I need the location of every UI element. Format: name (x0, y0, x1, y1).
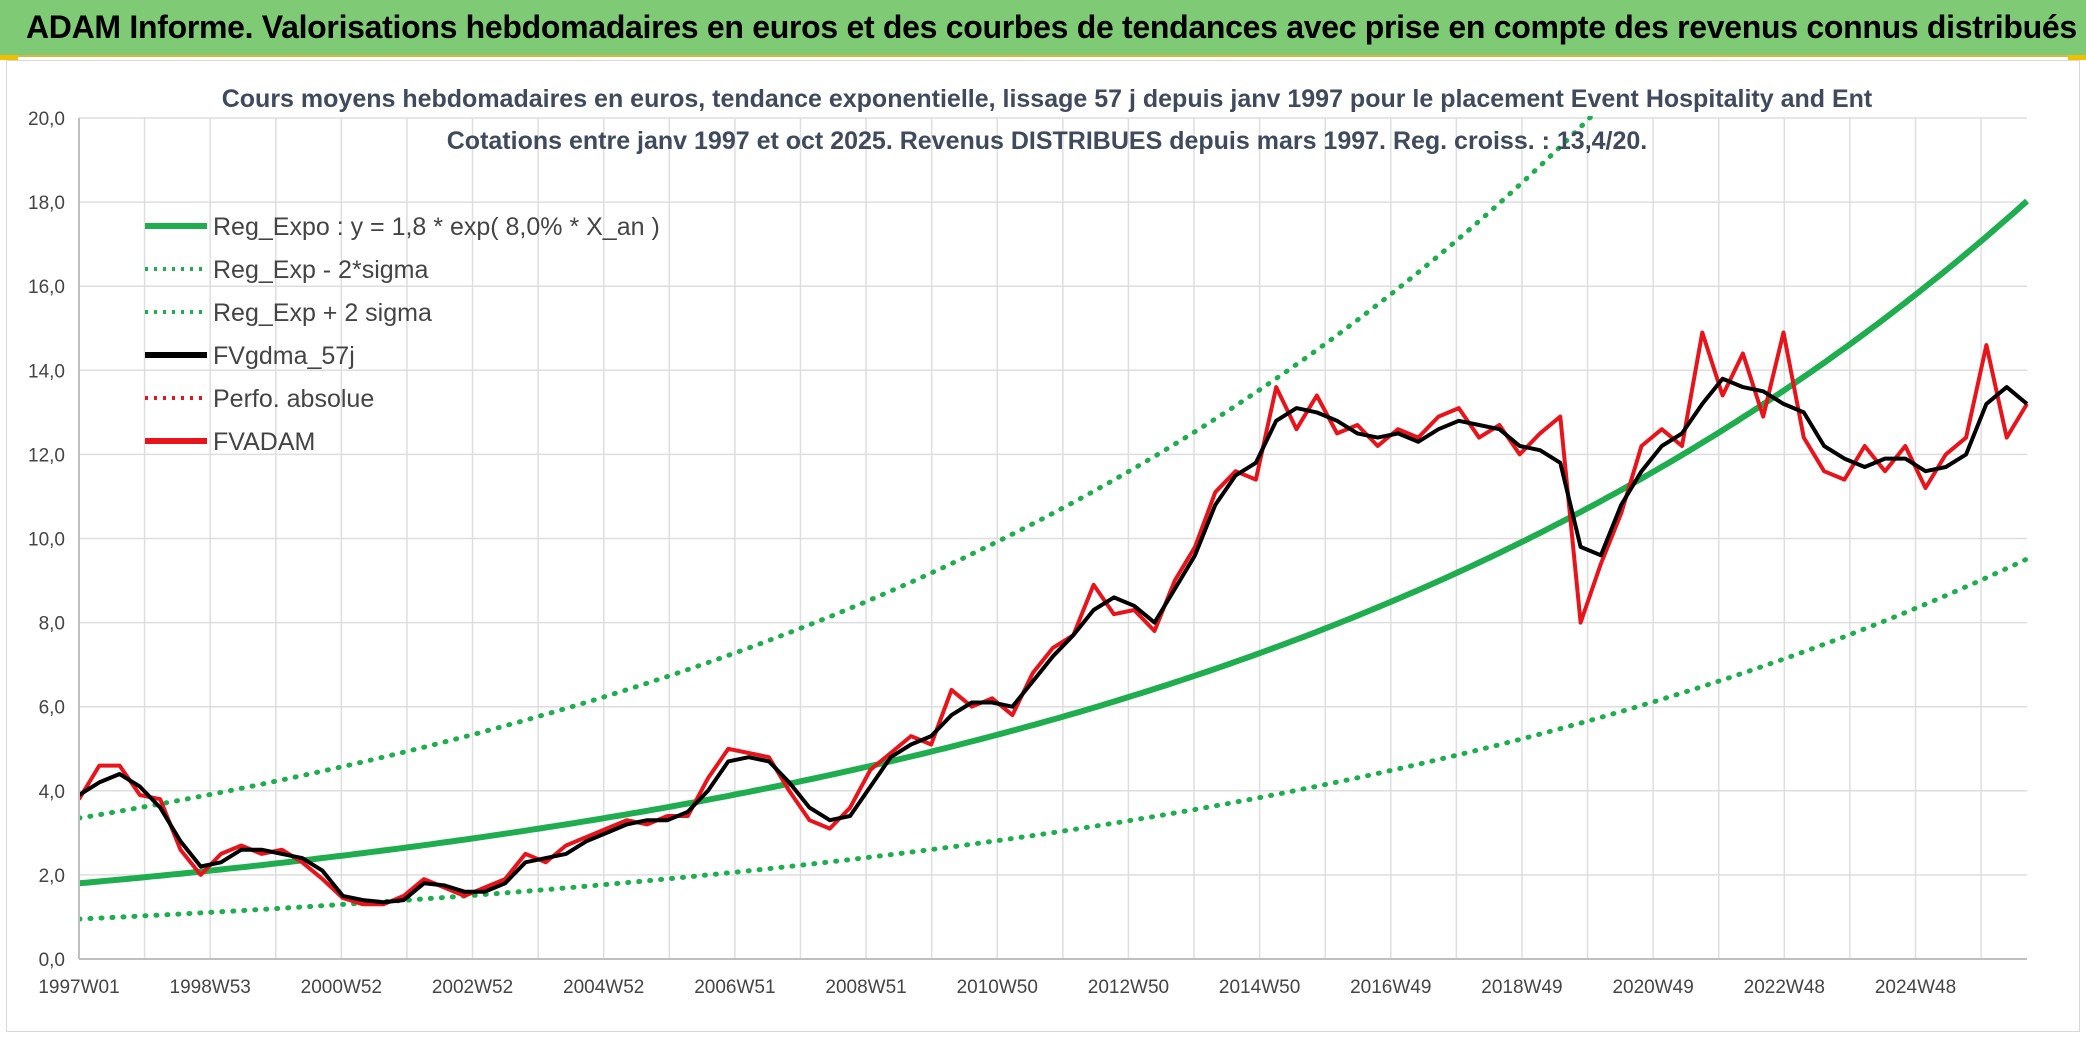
y-tick-label: 2,0 (39, 866, 65, 887)
x-tick-label: 2002W52 (432, 977, 513, 998)
legend-label: FVADAM (213, 428, 315, 456)
x-tick-label: 2008W51 (825, 977, 906, 998)
legend-label: Reg_Exp + 2 sigma (213, 299, 432, 327)
chart-titles: Cours moyens hebdomadaires en euros, ten… (222, 85, 1873, 155)
x-tick-label: 1998W53 (170, 977, 251, 998)
legend: Reg_Expo : y = 1,8 * exp( 8,0% * X_an ) R… (145, 213, 660, 456)
series-lines (78, 116, 2030, 922)
y-tick-label: 4,0 (39, 782, 65, 803)
y-tick-label: 20,0 (28, 109, 65, 130)
y-tick-label: 12,0 (28, 445, 65, 466)
axes: 0,0 2,0 4,0 6,0 8,0 10,0 12,0 14,0 16,0 18,0 20,0 1… (28, 109, 2027, 998)
report-banner: ADAM Informe. Valorisations hebdomadaire… (0, 0, 2086, 57)
corner-mark-right (2068, 55, 2086, 60)
y-tick-label: 18,0 (28, 193, 65, 214)
legend-label: Reg_Exp - 2*sigma (213, 256, 428, 284)
x-tick-label: 2006W51 (694, 977, 775, 998)
series-line-1 (79, 556, 2030, 922)
chart-title: Cours moyens hebdomadaires en euros, ten… (222, 85, 1873, 113)
x-tick-label: 2018W49 (1481, 977, 1562, 998)
x-tick-label: 2012W50 (1088, 977, 1169, 998)
x-tick-label: 2022W48 (1744, 977, 1825, 998)
y-tick-label: 8,0 (39, 614, 65, 635)
y-tick-label: 16,0 (28, 277, 65, 298)
report-title: ADAM Informe. Valorisations hebdomadaire… (26, 9, 2077, 45)
corner-mark-left (0, 55, 18, 60)
y-tick-label: 6,0 (39, 698, 65, 719)
legend-label: Perfo. absolue (213, 385, 374, 413)
series-line-2 (79, 116, 1596, 821)
legend-item: FVADAM (145, 428, 315, 456)
y-tick-label: 10,0 (28, 530, 65, 551)
x-tick-label: 2014W50 (1219, 977, 1300, 998)
x-tick-label: 2024W48 (1875, 977, 1956, 998)
y-tick-label: 14,0 (28, 361, 65, 382)
legend-item: FVgdma_57j (145, 342, 355, 370)
x-tick-label: 2004W52 (563, 977, 644, 998)
x-tick-label: 2000W52 (301, 977, 382, 998)
legend-item: Reg_Exp - 2*sigma (145, 256, 428, 284)
legend-item: Perfo. absolue (145, 385, 374, 413)
series-line-0 (79, 198, 2030, 887)
legend-item: Reg_Expo : y = 1,8 * exp( 8,0% * X_an ) (145, 213, 660, 241)
legend-label: FVgdma_57j (213, 342, 355, 370)
series-line-3 (79, 376, 2029, 905)
line-chart: 0,0 2,0 4,0 6,0 8,0 10,0 12,0 14,0 16,0 18,0 20,0 1… (28, 85, 2030, 998)
series-line-5 (79, 330, 2029, 907)
x-tick-label: 2010W50 (957, 977, 1038, 998)
x-tick-label: 2016W49 (1350, 977, 1431, 998)
legend-item: Reg_Exp + 2 sigma (145, 299, 432, 327)
x-tick-label: 1997W01 (38, 977, 119, 998)
y-tick-label: 0,0 (39, 950, 65, 971)
legend-label: Reg_Expo : y = 1,8 * exp( 8,0% * X_an ) (213, 213, 660, 241)
chart-subtitle: Cotations entre janv 1997 et oct 2025. R… (447, 127, 1648, 155)
x-tick-label: 2020W49 (1612, 977, 1693, 998)
chart-area: 0,0 2,0 4,0 6,0 8,0 10,0 12,0 14,0 16,0 18,0 20,0 1… (6, 60, 2080, 1032)
